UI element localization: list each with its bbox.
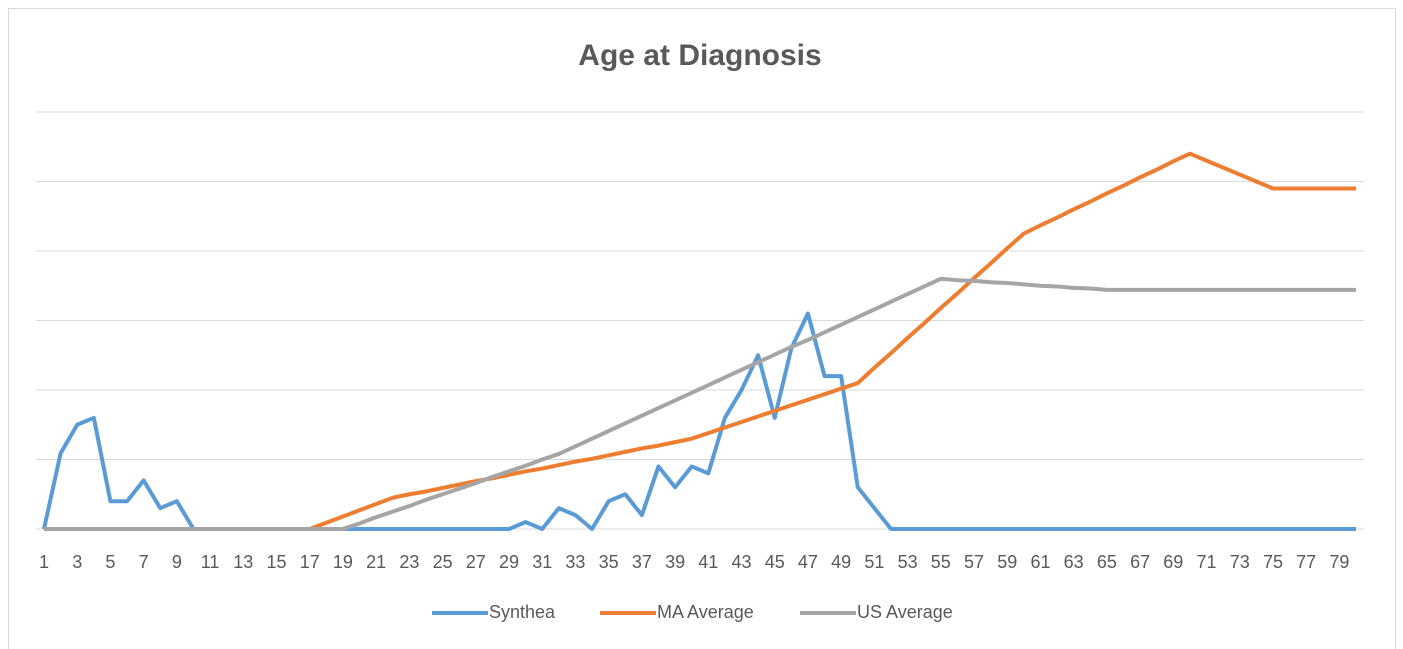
chart-frame: [8, 8, 1396, 649]
x-tick-label: 61: [1030, 552, 1050, 572]
x-tick-label: 25: [433, 552, 453, 572]
legend-label: Synthea: [489, 602, 556, 622]
x-tick-label: 15: [266, 552, 286, 572]
x-tick-label: 17: [300, 552, 320, 572]
x-tick-label: 71: [1197, 552, 1217, 572]
x-tick-label: 35: [599, 552, 619, 572]
x-tick-label: 77: [1296, 552, 1316, 572]
x-tick-label: 9: [172, 552, 182, 572]
x-tick-label: 73: [1230, 552, 1250, 572]
x-tick-label: 1: [39, 552, 49, 572]
x-tick-label: 23: [399, 552, 419, 572]
x-tick-label: 33: [565, 552, 585, 572]
x-tick-label: 29: [499, 552, 519, 572]
x-tick-label: 31: [532, 552, 552, 572]
x-tick-label: 65: [1097, 552, 1117, 572]
x-tick-label: 19: [333, 552, 353, 572]
x-tick-label: 27: [466, 552, 486, 572]
x-tick-label: 49: [831, 552, 851, 572]
x-tick-label: 37: [632, 552, 652, 572]
x-tick-label: 63: [1064, 552, 1084, 572]
data-line: [44, 276, 1356, 531]
x-tick-label: 43: [732, 552, 752, 572]
x-tick-label: 51: [864, 552, 884, 572]
x-tick-label: 7: [139, 552, 149, 572]
x-tick-label: 59: [997, 552, 1017, 572]
x-tick-label: 41: [698, 552, 718, 572]
x-tick-label: 13: [233, 552, 253, 572]
x-tick-label: 45: [765, 552, 785, 572]
legend-label: US Average: [857, 602, 953, 622]
x-tick-label: 75: [1263, 552, 1283, 572]
x-tick-label: 55: [931, 552, 951, 572]
x-tick-label: 47: [798, 552, 818, 572]
legend-label: MA Average: [657, 602, 754, 622]
x-tick-label: 39: [665, 552, 685, 572]
x-tick-label: 21: [366, 552, 386, 572]
x-tick-label: 5: [105, 552, 115, 572]
x-tick-label: 67: [1130, 552, 1150, 572]
x-tick-label: 79: [1329, 552, 1349, 572]
x-tick-label: 69: [1163, 552, 1183, 572]
x-tick-label: 11: [201, 552, 220, 572]
x-tick-label: 3: [72, 552, 82, 572]
chart-title: Age at Diagnosis: [578, 39, 821, 72]
x-tick-label: 53: [898, 552, 918, 572]
x-tick-label: 57: [964, 552, 984, 572]
